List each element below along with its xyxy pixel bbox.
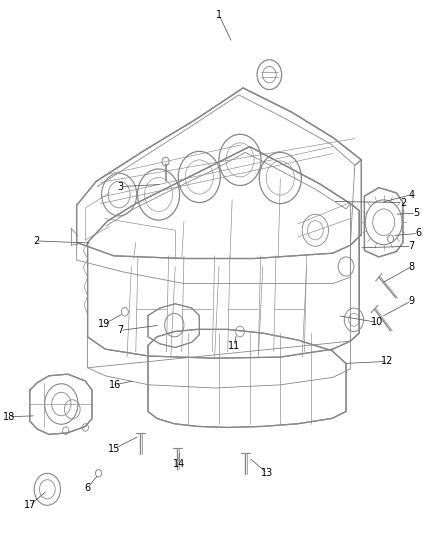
Text: 12: 12 (381, 357, 394, 366)
Text: 13: 13 (261, 469, 273, 478)
Text: 2: 2 (33, 236, 39, 246)
Text: 7: 7 (409, 241, 415, 251)
Text: 17: 17 (24, 500, 36, 510)
Text: 15: 15 (108, 444, 120, 454)
Polygon shape (30, 374, 92, 434)
Text: 4: 4 (409, 190, 415, 199)
Text: 11: 11 (228, 342, 240, 351)
Polygon shape (364, 188, 403, 257)
Polygon shape (148, 304, 199, 348)
Text: 10: 10 (371, 318, 384, 327)
Text: 6: 6 (85, 483, 91, 492)
Text: 3: 3 (117, 182, 124, 191)
Text: 7: 7 (117, 326, 124, 335)
Text: 14: 14 (173, 459, 185, 469)
Text: 18: 18 (3, 412, 15, 422)
Polygon shape (88, 147, 359, 358)
Text: 6: 6 (415, 229, 421, 238)
Text: 1: 1 (216, 10, 222, 20)
Text: 16: 16 (109, 380, 121, 390)
Polygon shape (148, 329, 346, 427)
Text: 8: 8 (409, 262, 415, 271)
Text: 9: 9 (409, 296, 415, 305)
Polygon shape (77, 88, 361, 259)
Text: 5: 5 (413, 208, 419, 218)
Text: 19: 19 (98, 319, 110, 329)
Text: 2: 2 (400, 198, 406, 207)
